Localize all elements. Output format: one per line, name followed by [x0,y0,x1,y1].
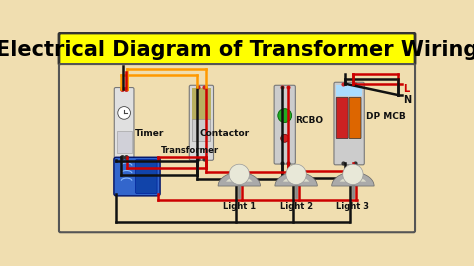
Polygon shape [332,172,374,186]
Text: Transformer: Transformer [161,146,219,155]
FancyBboxPatch shape [274,85,295,164]
Polygon shape [226,176,253,182]
Bar [191,88,211,120]
FancyBboxPatch shape [136,160,157,194]
FancyBboxPatch shape [114,157,160,196]
FancyBboxPatch shape [349,97,361,139]
Polygon shape [218,172,261,186]
Circle shape [118,107,130,119]
Text: Light 3: Light 3 [337,202,369,211]
Polygon shape [283,176,310,182]
Text: RCBO: RCBO [295,115,323,124]
Bar [117,131,132,153]
Circle shape [229,164,249,185]
Circle shape [343,164,363,185]
Text: N: N [403,95,411,105]
Text: Timer: Timer [135,129,164,138]
Circle shape [281,134,289,142]
Circle shape [286,164,306,185]
FancyBboxPatch shape [114,88,134,159]
FancyBboxPatch shape [189,85,213,160]
Text: L: L [403,84,409,94]
FancyBboxPatch shape [334,82,365,165]
Bar [192,119,210,141]
Polygon shape [340,176,366,182]
Circle shape [278,109,292,122]
Text: Contactor: Contactor [200,129,250,138]
FancyBboxPatch shape [59,64,415,232]
FancyBboxPatch shape [59,33,415,65]
Bar [336,85,362,96]
Text: DP MCB: DP MCB [366,112,406,120]
Text: Light 1: Light 1 [223,202,256,211]
FancyBboxPatch shape [336,97,348,139]
Polygon shape [275,172,317,186]
Text: Electrical Diagram of Transformer Wiring: Electrical Diagram of Transformer Wiring [0,40,474,60]
Text: Light 2: Light 2 [280,202,313,211]
